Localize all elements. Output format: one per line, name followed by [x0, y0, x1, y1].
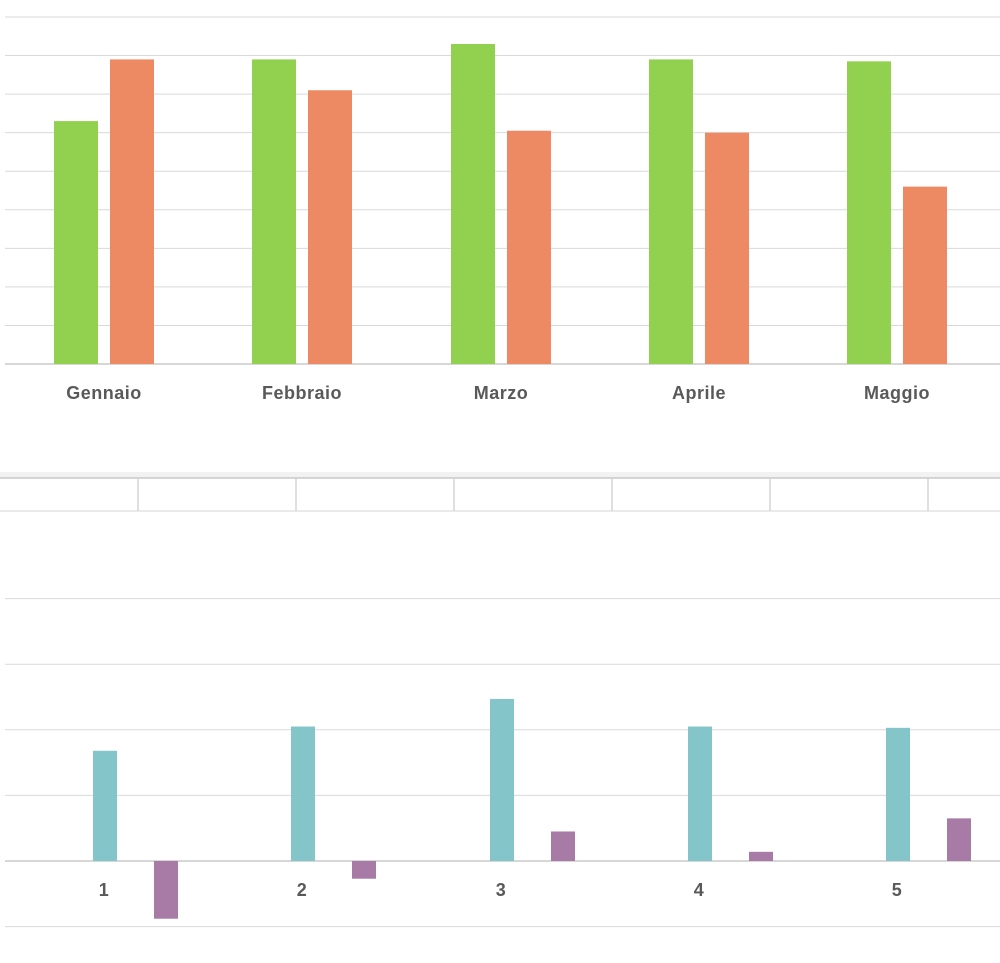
category-label: Febbraio — [262, 383, 342, 403]
orange-bar-gennaio — [110, 59, 154, 365]
teal-bar-5 — [886, 727, 910, 861]
category-label: Maggio — [864, 383, 930, 403]
green-bar-gennaio — [54, 121, 98, 364]
category-label: 4 — [694, 880, 705, 900]
category-label: Marzo — [474, 383, 529, 403]
green-bar-marzo — [451, 43, 495, 364]
teal-bar-1 — [93, 750, 117, 861]
green-bar-maggio — [847, 61, 891, 364]
purple-bar-5 — [947, 818, 971, 861]
teal-bar-2 — [291, 726, 315, 861]
category-label: Aprile — [672, 383, 726, 403]
monthly-bar-chart: Gennaio Febbraio Marzo Aprile Maggio — [5, 16, 1000, 403]
purple-bar-3 — [551, 831, 575, 861]
green-bar-febbraio — [252, 59, 296, 365]
category-label: 2 — [297, 880, 308, 900]
orange-bar-marzo — [507, 130, 551, 364]
purple-bar-1 — [154, 861, 178, 919]
spreadsheet-grid-strip — [0, 472, 1000, 512]
orange-bar-aprile — [705, 132, 749, 364]
grid-band — [0, 472, 1000, 478]
numbered-bar-chart: 1 2 3 4 5 — [5, 598, 1000, 928]
category-label: 1 — [99, 880, 110, 900]
category-label: 3 — [496, 880, 507, 900]
orange-bar-maggio — [903, 186, 947, 364]
teal-bar-3 — [490, 698, 514, 861]
teal-bar-4 — [688, 726, 712, 861]
purple-bar-2 — [352, 861, 376, 879]
green-bar-aprile — [649, 59, 693, 365]
purple-bar-4 — [749, 851, 773, 861]
category-label: 5 — [892, 880, 903, 900]
orange-bar-febbraio — [308, 90, 352, 364]
category-label: Gennaio — [66, 383, 142, 403]
